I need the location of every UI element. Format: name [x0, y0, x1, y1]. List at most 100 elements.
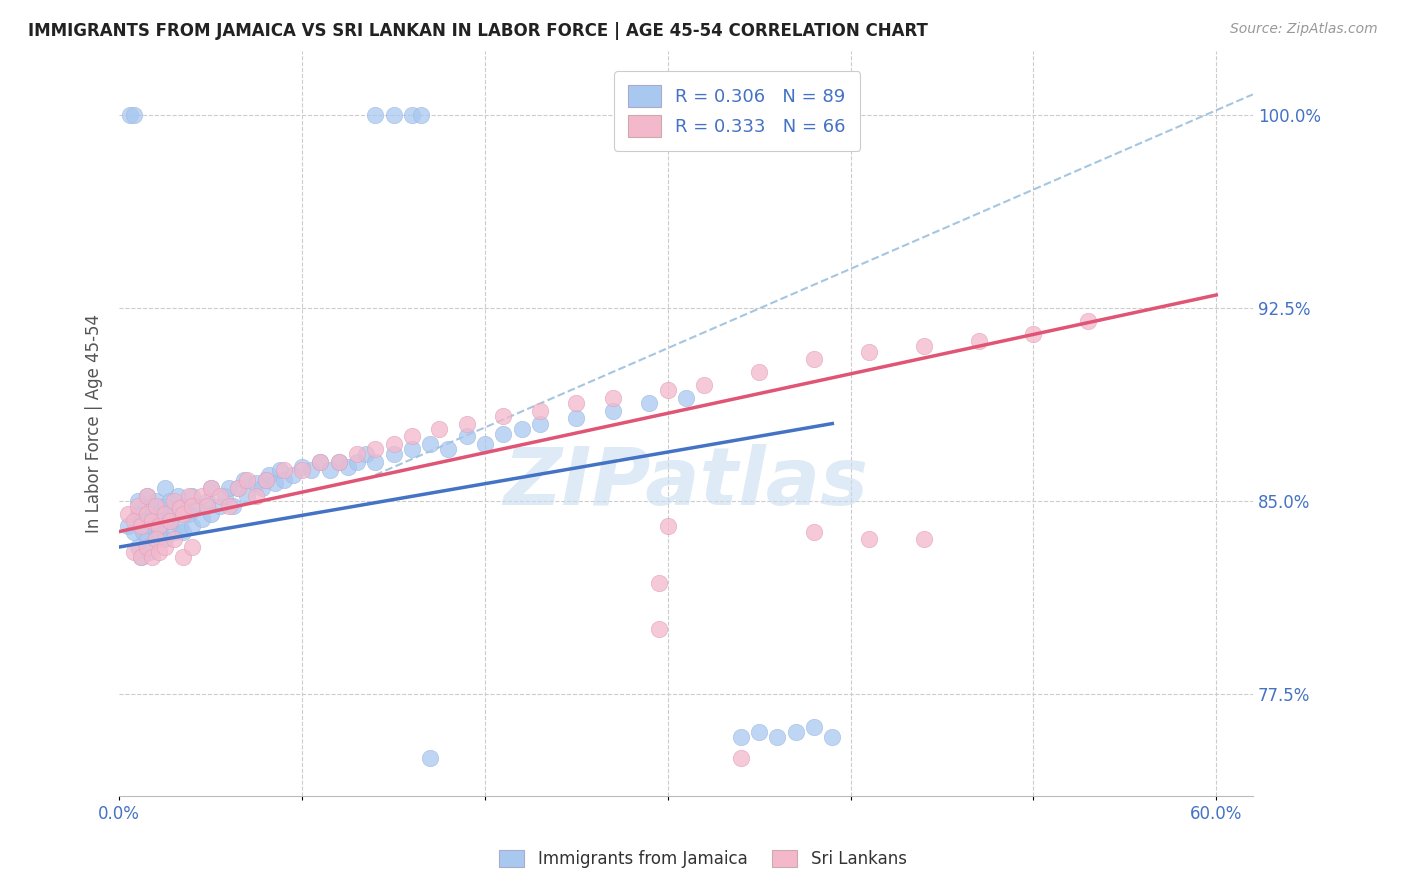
- Point: [657, 519, 679, 533]
- Point: [181, 499, 204, 513]
- Point: [208, 499, 231, 513]
- Point: [135, 489, 157, 503]
- Point: [675, 391, 697, 405]
- Point: [117, 519, 139, 533]
- Point: [409, 108, 432, 122]
- Point: [858, 533, 880, 547]
- Point: [141, 499, 163, 513]
- Point: [232, 473, 254, 487]
- Point: [821, 731, 844, 745]
- Point: [354, 447, 377, 461]
- Text: ZIPatlas: ZIPatlas: [503, 444, 869, 522]
- Point: [236, 489, 259, 503]
- Point: [150, 519, 173, 533]
- Point: [200, 481, 222, 495]
- Point: [190, 512, 212, 526]
- Point: [245, 475, 267, 490]
- Point: [127, 493, 149, 508]
- Point: [153, 540, 176, 554]
- Point: [159, 514, 181, 528]
- Point: [163, 493, 186, 508]
- Point: [127, 499, 149, 513]
- Point: [273, 463, 295, 477]
- Point: [291, 463, 314, 477]
- Point: [336, 460, 359, 475]
- Point: [129, 519, 152, 533]
- Point: [299, 463, 322, 477]
- Point: [163, 507, 186, 521]
- Point: [214, 489, 236, 503]
- Point: [730, 731, 752, 745]
- Point: [138, 545, 160, 559]
- Point: [912, 339, 935, 353]
- Point: [172, 550, 194, 565]
- Point: [748, 725, 770, 739]
- Point: [346, 447, 368, 461]
- Point: [200, 507, 222, 521]
- Point: [364, 442, 387, 457]
- Point: [145, 533, 167, 547]
- Point: [250, 481, 273, 495]
- Point: [208, 489, 231, 503]
- Point: [153, 481, 176, 495]
- Point: [419, 751, 441, 765]
- Point: [132, 524, 155, 539]
- Point: [382, 108, 405, 122]
- Point: [427, 422, 450, 436]
- Point: [122, 524, 145, 539]
- Point: [254, 473, 277, 487]
- Point: [145, 512, 167, 526]
- Point: [291, 460, 314, 475]
- Point: [153, 499, 176, 513]
- Point: [181, 540, 204, 554]
- Point: [129, 550, 152, 565]
- Point: [474, 437, 496, 451]
- Point: [148, 545, 170, 559]
- Text: Source: ZipAtlas.com: Source: ZipAtlas.com: [1230, 22, 1378, 37]
- Point: [226, 481, 249, 495]
- Point: [912, 533, 935, 547]
- Point: [141, 514, 163, 528]
- Point: [195, 493, 218, 508]
- Point: [328, 455, 350, 469]
- Point: [257, 468, 280, 483]
- Point: [135, 540, 157, 554]
- Point: [967, 334, 990, 349]
- Point: [602, 403, 624, 417]
- Point: [163, 524, 186, 539]
- Point: [565, 411, 588, 425]
- Y-axis label: In Labor Force | Age 45-54: In Labor Force | Age 45-54: [86, 314, 103, 533]
- Point: [647, 622, 669, 636]
- Point: [135, 489, 157, 503]
- Point: [638, 396, 661, 410]
- Point: [135, 533, 157, 547]
- Point: [803, 720, 825, 734]
- Point: [177, 507, 200, 521]
- Point: [172, 507, 194, 521]
- Point: [145, 493, 167, 508]
- Point: [226, 481, 249, 495]
- Point: [492, 409, 515, 423]
- Point: [364, 108, 387, 122]
- Point: [309, 455, 332, 469]
- Point: [218, 499, 240, 513]
- Point: [172, 524, 194, 539]
- Point: [148, 519, 170, 533]
- Point: [195, 499, 218, 513]
- Point: [159, 514, 181, 528]
- Point: [382, 437, 405, 451]
- Point: [177, 489, 200, 503]
- Point: [127, 507, 149, 521]
- Point: [647, 576, 669, 591]
- Point: [181, 519, 204, 533]
- Point: [145, 499, 167, 513]
- Point: [281, 468, 304, 483]
- Point: [184, 499, 207, 513]
- Point: [693, 378, 716, 392]
- Point: [122, 545, 145, 559]
- Point: [135, 507, 157, 521]
- Point: [803, 352, 825, 367]
- Point: [766, 731, 789, 745]
- Point: [200, 481, 222, 495]
- Legend: R = 0.306   N = 89, R = 0.333   N = 66: R = 0.306 N = 89, R = 0.333 N = 66: [614, 70, 860, 151]
